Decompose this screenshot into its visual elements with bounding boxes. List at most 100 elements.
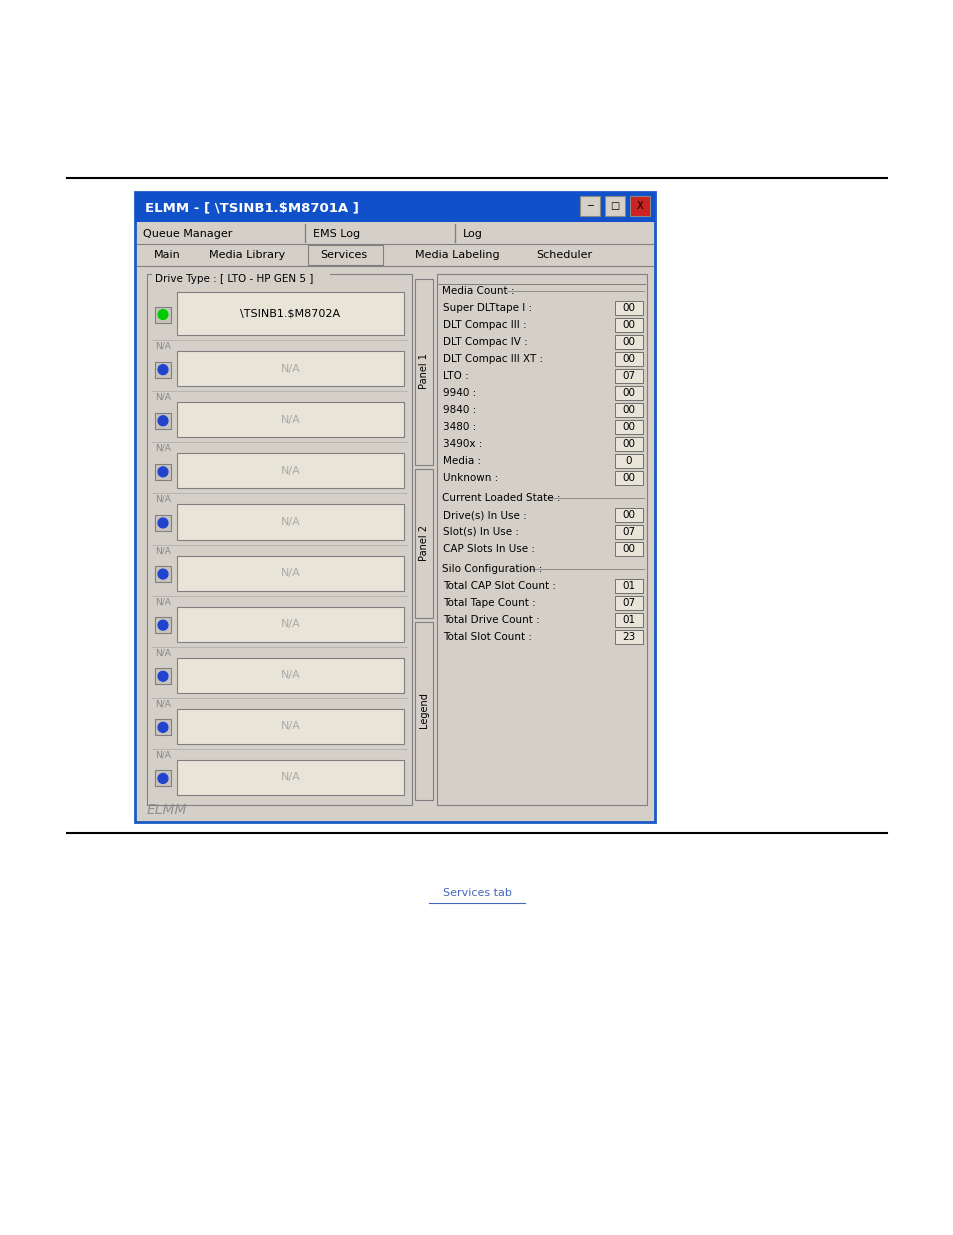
Text: 07: 07 (621, 598, 635, 608)
Bar (137, 222, 652, 245)
Text: Services: Services (320, 249, 367, 261)
Circle shape (158, 364, 168, 374)
Bar (579, 196, 599, 216)
Bar (615, 317, 642, 332)
Circle shape (158, 517, 168, 527)
Text: 07: 07 (621, 527, 635, 537)
Text: N/A: N/A (280, 517, 300, 527)
Bar (415, 469, 433, 618)
Text: X: X (636, 201, 642, 211)
Bar (615, 613, 642, 627)
Text: ─: ─ (586, 201, 593, 211)
Text: ELMM - [ \TSINB1.$M8701A ]: ELMM - [ \TSINB1.$M8701A ] (145, 201, 358, 215)
Bar (615, 352, 642, 366)
Bar (177, 291, 403, 335)
Bar (615, 542, 642, 556)
Text: Silo Configuration :: Silo Configuration : (441, 564, 542, 574)
Bar (154, 771, 171, 787)
Text: 00: 00 (622, 337, 635, 347)
Text: 00: 00 (622, 388, 635, 398)
Text: Unknown :: Unknown : (442, 473, 497, 483)
Text: Slot(s) In Use :: Slot(s) In Use : (442, 527, 518, 537)
Text: 00: 00 (622, 320, 635, 330)
Bar (415, 621, 433, 800)
Text: 00: 00 (622, 510, 635, 520)
Text: N/A: N/A (280, 363, 300, 374)
Circle shape (158, 467, 168, 477)
Bar (152, 273, 330, 287)
Bar (147, 274, 412, 805)
Text: Panel 1: Panel 1 (418, 353, 429, 389)
Circle shape (158, 773, 168, 783)
Text: N/A: N/A (154, 699, 171, 709)
Circle shape (158, 620, 168, 630)
Text: N/A: N/A (154, 751, 171, 760)
Bar (615, 630, 642, 643)
Bar (615, 403, 642, 417)
Bar (436, 274, 646, 805)
Text: Super DLTtape I :: Super DLTtape I : (442, 303, 532, 312)
Bar (615, 597, 642, 610)
Text: Scheduler: Scheduler (536, 249, 592, 261)
Bar (177, 351, 403, 387)
Text: Total Tape Count :: Total Tape Count : (442, 598, 536, 608)
Text: 07: 07 (621, 370, 635, 382)
Circle shape (158, 310, 168, 320)
Bar (177, 606, 403, 642)
Circle shape (158, 722, 168, 732)
Text: Queue Manager: Queue Manager (143, 228, 233, 240)
Text: Main: Main (153, 249, 180, 261)
Text: 23: 23 (621, 632, 635, 642)
Text: N/A: N/A (280, 466, 300, 475)
Text: N/A: N/A (154, 495, 171, 504)
Circle shape (158, 310, 168, 320)
Text: LTO :: LTO : (442, 370, 468, 382)
Bar (137, 245, 652, 266)
Circle shape (158, 364, 168, 374)
Text: N/A: N/A (154, 393, 171, 401)
Bar (615, 420, 642, 433)
Text: 00: 00 (622, 543, 635, 555)
Text: N/A: N/A (280, 568, 300, 578)
Text: 9940 :: 9940 : (442, 388, 476, 398)
Text: 0: 0 (625, 456, 632, 466)
Text: \TSINB1.$M8702A: \TSINB1.$M8702A (240, 309, 340, 319)
Text: 3480 :: 3480 : (442, 422, 476, 432)
Circle shape (158, 672, 168, 682)
Bar (177, 760, 403, 795)
Bar (604, 196, 624, 216)
Text: DLT Compac III XT :: DLT Compac III XT : (442, 354, 542, 364)
Bar (615, 335, 642, 350)
Text: Total CAP Slot Count :: Total CAP Slot Count : (442, 580, 556, 592)
Text: Services tab: Services tab (442, 888, 511, 898)
Circle shape (158, 467, 168, 477)
Bar (615, 508, 642, 522)
Text: N/A: N/A (280, 671, 300, 680)
Circle shape (158, 722, 168, 732)
Text: 00: 00 (622, 438, 635, 450)
Text: 00: 00 (622, 473, 635, 483)
Text: N/A: N/A (280, 415, 300, 425)
Bar (154, 618, 171, 634)
Text: N/A: N/A (280, 772, 300, 783)
Bar (615, 369, 642, 383)
Bar (154, 362, 171, 378)
Text: 00: 00 (622, 354, 635, 364)
Bar (177, 453, 403, 488)
Circle shape (158, 416, 168, 426)
Text: 00: 00 (622, 303, 635, 312)
Text: N/A: N/A (154, 342, 171, 351)
Text: 00: 00 (622, 422, 635, 432)
Text: □: □ (610, 201, 619, 211)
Text: Total Slot Count :: Total Slot Count : (442, 632, 532, 642)
Text: Media Count :: Media Count : (441, 287, 514, 296)
Text: DLT Compac III :: DLT Compac III : (442, 320, 526, 330)
Text: Log: Log (462, 228, 482, 240)
Bar (415, 279, 433, 464)
Text: Drive Type : [ LTO - HP GEN 5 ]: Drive Type : [ LTO - HP GEN 5 ] (154, 274, 313, 284)
Bar (154, 668, 171, 684)
Bar (154, 464, 171, 480)
Bar (154, 719, 171, 735)
Bar (615, 387, 642, 400)
Text: N/A: N/A (280, 619, 300, 629)
